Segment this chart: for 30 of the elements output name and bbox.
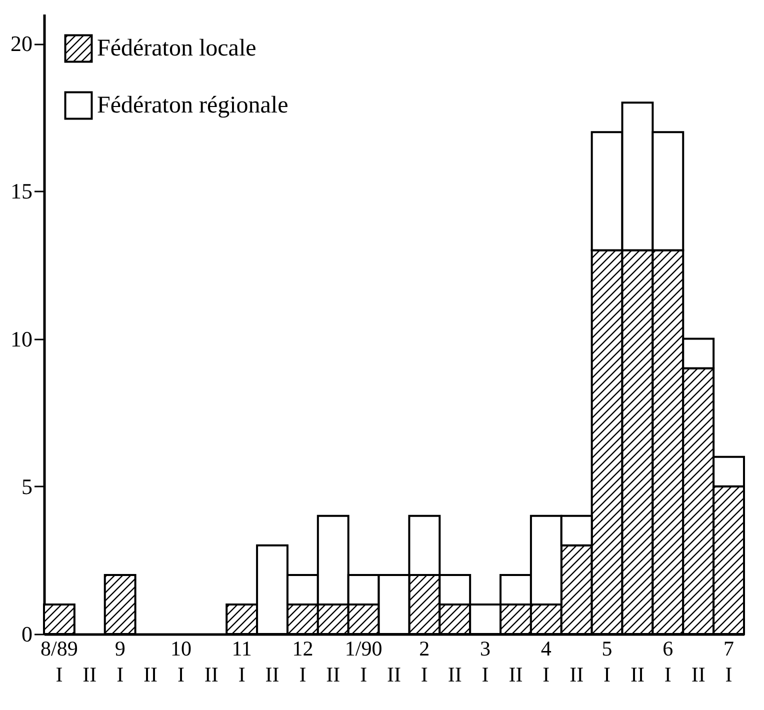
x-tick-label: 12 I xyxy=(292,636,314,686)
x-tick-label: 2 I xyxy=(419,636,430,686)
x-tick-label: II xyxy=(82,662,97,686)
legend-label: Fédératon locale xyxy=(97,36,256,62)
x-tick-label: 8/89 I xyxy=(40,636,78,686)
x-tick-label: II xyxy=(265,662,280,686)
y-tick-label: 15 xyxy=(10,178,32,204)
x-tick-label: II xyxy=(570,662,584,686)
x-tick-label: 1/90 I xyxy=(344,636,382,686)
x-tick-label: 9 I xyxy=(114,636,126,686)
x-tick-label: II xyxy=(508,662,523,686)
y-tick-label: 10 xyxy=(10,326,32,352)
x-tick-label: 7 I xyxy=(724,636,734,686)
x-tick-label: 6 I xyxy=(662,636,674,686)
y-tick-label: 0 xyxy=(22,622,32,646)
x-tick-label: II xyxy=(691,662,706,686)
x-tick-label: 11 I xyxy=(232,636,252,686)
x-tick-label: II xyxy=(144,662,158,686)
x-tick-label: 3 I xyxy=(480,636,491,686)
x-tick-label: 5 I xyxy=(602,636,612,686)
x-tick-label: II xyxy=(448,662,462,686)
x-tick-label: II xyxy=(326,662,340,686)
y-tick-label: 5 xyxy=(22,474,32,499)
legend-label: Fédératon régionale xyxy=(97,92,288,118)
x-tick-label: II xyxy=(630,662,644,686)
x-tick-label: 4 I xyxy=(540,636,552,686)
x-tick-label: II xyxy=(204,662,218,686)
x-tick-label: II xyxy=(387,662,401,686)
x-tick-label: 10 I xyxy=(170,636,192,686)
y-tick-label: 20 xyxy=(10,31,32,56)
